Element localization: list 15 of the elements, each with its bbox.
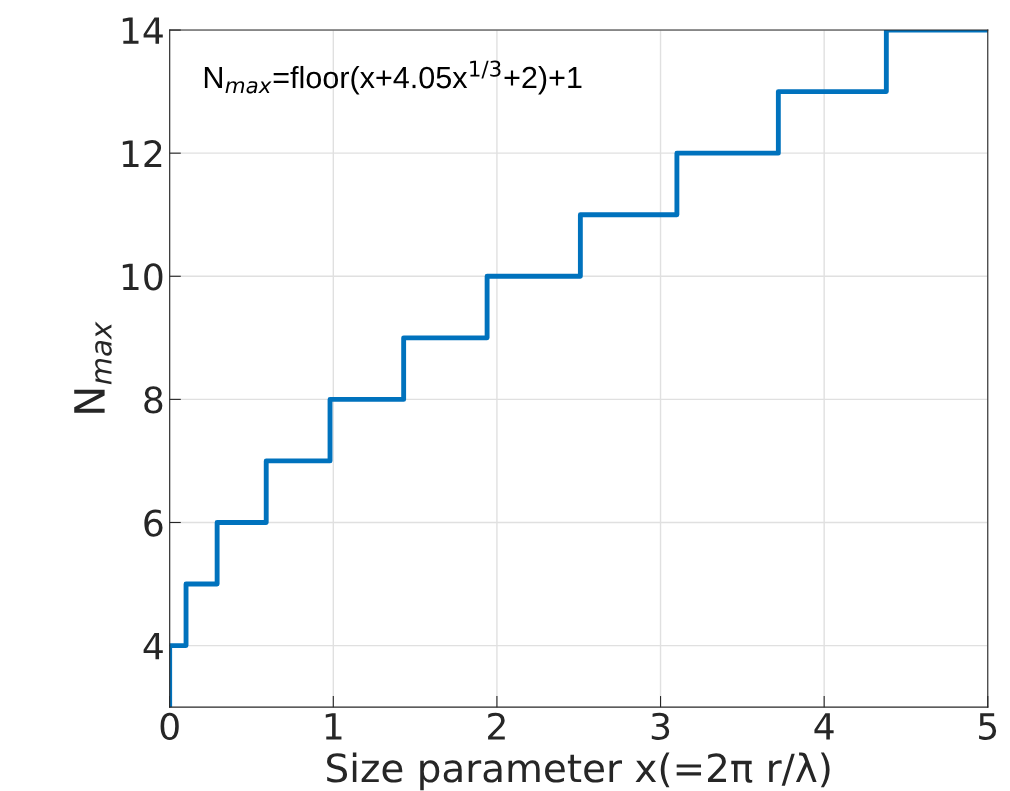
y-tick-label: 4 xyxy=(143,632,163,660)
y-tick-label: 12 xyxy=(122,140,162,167)
x-tick-label: 1 xyxy=(325,713,342,740)
y-tick-label: 6 xyxy=(144,509,163,537)
x-axis-title: Size parameter x(=2π r/λ) xyxy=(327,752,830,791)
x-tick-label: 3 xyxy=(651,712,670,740)
y-tick-label: 10 xyxy=(122,263,163,291)
x-tick-label: 5 xyxy=(979,713,997,740)
x-tick-label: 0 xyxy=(160,712,179,740)
y-tick-label: 14 xyxy=(122,17,163,44)
x-tick-label: 4 xyxy=(814,713,834,740)
y-axis-title: N$_{max}$ xyxy=(74,321,112,413)
annotation: N$_{max}$=floor(x+4.05x$^{1/3}$+2)+1 xyxy=(204,60,582,95)
y-tick-label: 8 xyxy=(144,386,163,414)
x-tick-label: 2 xyxy=(488,712,505,740)
